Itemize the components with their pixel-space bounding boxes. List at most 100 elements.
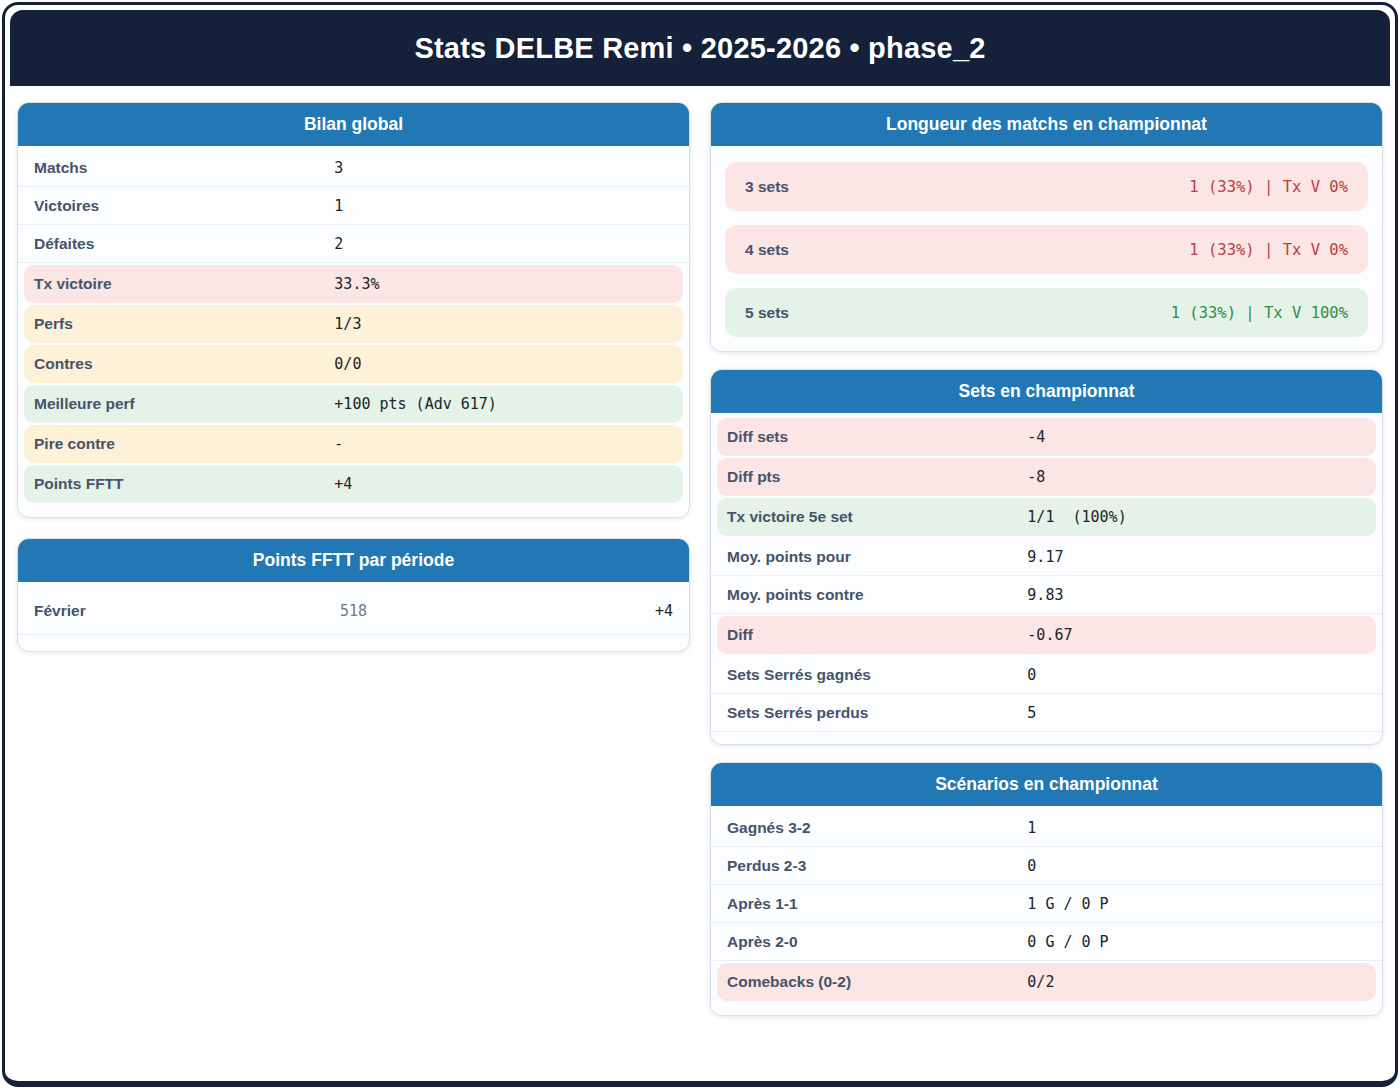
row-value: 0/2 [1027, 973, 1054, 991]
row-value: 9.17 [1027, 548, 1063, 566]
stat-row-sets-serres-perdus: Sets Serrés perdus 5 [711, 694, 1382, 732]
card-points-fftt-periode-body: Février 518 +4 [18, 582, 689, 651]
stat-row-diff: Diff -0.67 [717, 616, 1376, 654]
row-label: Meilleure perf [34, 395, 334, 413]
card-longueur-matchs: Longueur des matchs en championnat 3 set… [710, 102, 1383, 352]
row-label: Victoires [34, 197, 334, 215]
row-label: Comebacks (0-2) [727, 973, 1027, 991]
row-value: +4 [334, 475, 352, 493]
row-label: Moy. points pour [727, 548, 1027, 566]
row-value: - [334, 435, 343, 453]
stat-row-tx-victoire: Tx victoire 33.3% [24, 265, 683, 303]
stat-row-moy-points-contre: Moy. points contre 9.83 [711, 576, 1382, 614]
row-value: -0.67 [1027, 626, 1072, 644]
stat-row-points-fftt: Points FFTT +4 [24, 465, 683, 503]
card-bilan-global-body: Matchs 3 Victoires 1 Défaites 2 Tx victo… [18, 146, 689, 517]
card-sets-championnat-body: Diff sets -4 Diff pts -8 Tx victoire 5e … [711, 413, 1382, 744]
row-label: Diff sets [727, 428, 1027, 446]
row-label: Points FFTT [34, 475, 334, 493]
row-label: Perdus 2-3 [727, 857, 1027, 875]
card-sets-championnat-header: Sets en championnat [711, 370, 1382, 413]
stat-row-gagnes-3-2: Gagnés 3-2 1 [711, 809, 1382, 847]
app-header: Stats DELBE Remi • 2025-2026 • phase_2 [10, 10, 1390, 86]
row-right-value: +4 [462, 602, 673, 620]
row-mid-value: 518 [245, 602, 462, 620]
period-row-fevrier: Février 518 +4 [18, 587, 689, 635]
card-title: Sets en championnat [958, 381, 1134, 402]
stat-row-pire-contre: Pire contre - [24, 425, 683, 463]
row-label: Gagnés 3-2 [727, 819, 1027, 837]
row-label: Tx victoire 5e set [727, 508, 1027, 526]
row-label: Février [34, 602, 245, 620]
main-content: Bilan global Matchs 3 Victoires 1 Défait… [10, 86, 1390, 1016]
row-label: Tx victoire [34, 275, 334, 293]
row-value: 0 [1027, 666, 1036, 684]
row-value: -8 [1027, 468, 1045, 486]
card-longueur-matchs-body: 3 sets 1 (33%) | Tx V 0% 4 sets 1 (33%) … [711, 146, 1382, 351]
row-value: 1 (33%) | Tx V 100% [1171, 304, 1348, 322]
card-title: Bilan global [304, 114, 403, 135]
pill-row-3-sets: 3 sets 1 (33%) | Tx V 0% [725, 162, 1368, 211]
row-label: Moy. points contre [727, 586, 1027, 604]
card-longueur-matchs-header: Longueur des matchs en championnat [711, 103, 1382, 146]
card-title: Longueur des matchs en championnat [886, 114, 1207, 135]
card-scenarios-body: Gagnés 3-2 1 Perdus 2-3 0 Après 1-1 1 G … [711, 806, 1382, 1015]
row-value: 0 [1027, 857, 1036, 875]
row-value: 1 (33%) | Tx V 0% [1189, 241, 1348, 259]
row-value: -4 [1027, 428, 1045, 446]
row-value: 5 [1027, 704, 1036, 722]
stat-row-diff-sets: Diff sets -4 [717, 418, 1376, 456]
stat-row-defaites: Défaites 2 [18, 225, 689, 263]
page-frame: Stats DELBE Remi • 2025-2026 • phase_2 B… [2, 2, 1398, 1087]
stat-row-apres-1-1: Après 1-1 1 G / 0 P [711, 885, 1382, 923]
card-sets-championnat: Sets en championnat Diff sets -4 Diff pt… [710, 369, 1383, 745]
stat-row-sets-serres-gagnes: Sets Serrés gagnés 0 [711, 656, 1382, 694]
pill-row-5-sets: 5 sets 1 (33%) | Tx V 100% [725, 288, 1368, 337]
card-points-fftt-periode: Points FFTT par période Février 518 +4 [17, 538, 690, 652]
stat-row-diff-pts: Diff pts -8 [717, 458, 1376, 496]
card-scenarios: Scénarios en championnat Gagnés 3-2 1 Pe… [710, 762, 1383, 1016]
row-label: Perfs [34, 315, 334, 333]
left-column: Bilan global Matchs 3 Victoires 1 Défait… [17, 102, 690, 652]
row-label: 4 sets [745, 241, 789, 259]
card-bilan-global: Bilan global Matchs 3 Victoires 1 Défait… [17, 102, 690, 518]
row-label: 5 sets [745, 304, 789, 322]
stat-row-tx-victoire-5e-set: Tx victoire 5e set 1/1 (100%) [717, 498, 1376, 536]
card-scenarios-header: Scénarios en championnat [711, 763, 1382, 806]
stat-row-meilleure-perf: Meilleure perf +100 pts (Adv 617) [24, 385, 683, 423]
row-value: 3 [334, 159, 343, 177]
row-value: 0 G / 0 P [1027, 933, 1108, 951]
row-label: Sets Serrés gagnés [727, 666, 1027, 684]
row-value: 9.83 [1027, 586, 1063, 604]
row-value: 2 [334, 235, 343, 253]
stat-row-victoires: Victoires 1 [18, 187, 689, 225]
row-value: 33.3% [334, 275, 379, 293]
stat-row-perdus-2-3: Perdus 2-3 0 [711, 847, 1382, 885]
card-title: Scénarios en championnat [935, 774, 1158, 795]
row-value: 1 G / 0 P [1027, 895, 1108, 913]
stat-row-comebacks: Comebacks (0-2) 0/2 [717, 963, 1376, 1001]
stat-row-contres: Contres 0/0 [24, 345, 683, 383]
pill-row-4-sets: 4 sets 1 (33%) | Tx V 0% [725, 225, 1368, 274]
app-title: Stats DELBE Remi • 2025-2026 • phase_2 [414, 32, 985, 65]
card-points-fftt-periode-header: Points FFTT par période [18, 539, 689, 582]
row-label: 3 sets [745, 178, 789, 196]
row-label: Sets Serrés perdus [727, 704, 1027, 722]
row-label: Après 1-1 [727, 895, 1027, 913]
row-label: Matchs [34, 159, 334, 177]
card-bilan-global-header: Bilan global [18, 103, 689, 146]
row-value: 1 [1027, 819, 1036, 837]
stat-row-moy-points-pour: Moy. points pour 9.17 [711, 538, 1382, 576]
card-title: Points FFTT par période [253, 550, 454, 571]
stat-row-matchs: Matchs 3 [18, 149, 689, 187]
row-label: Diff pts [727, 468, 1027, 486]
row-label: Contres [34, 355, 334, 373]
row-label: Pire contre [34, 435, 334, 453]
row-value: 1/3 [334, 315, 361, 333]
row-label: Après 2-0 [727, 933, 1027, 951]
right-column: Longueur des matchs en championnat 3 set… [710, 102, 1383, 1016]
row-value: 1 [334, 197, 343, 215]
row-label: Diff [727, 626, 1027, 644]
row-value: 1 (33%) | Tx V 0% [1189, 178, 1348, 196]
stat-row-perfs: Perfs 1/3 [24, 305, 683, 343]
